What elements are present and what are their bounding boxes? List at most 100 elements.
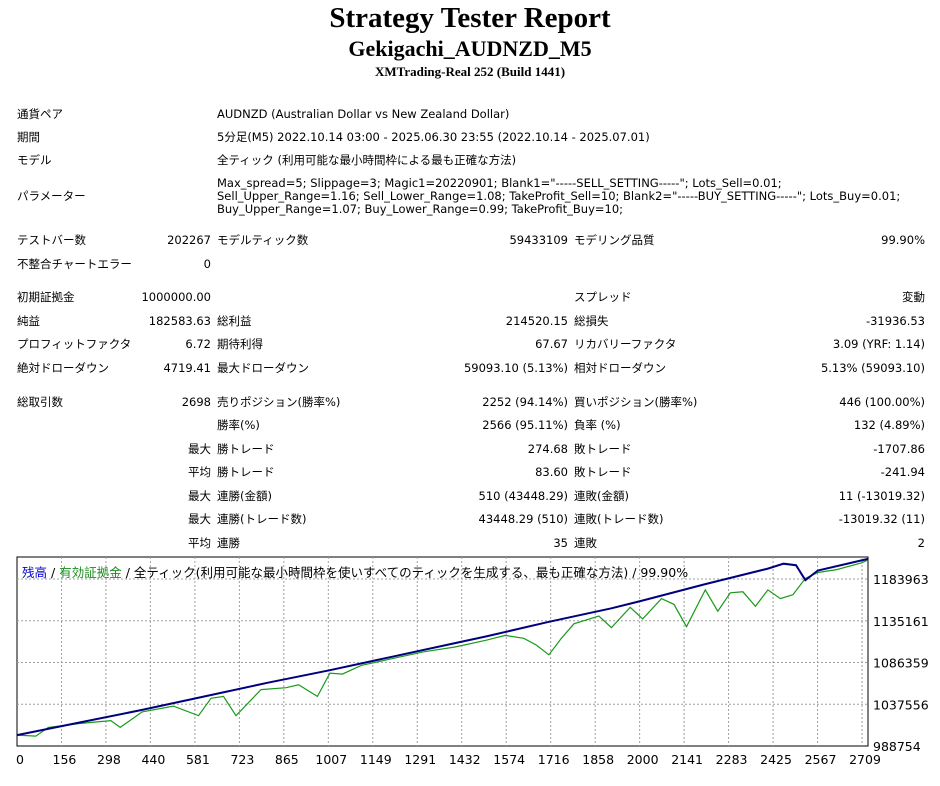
settings-value: AUDNZD (Australian Dollar vs New Zealand… <box>217 107 510 121</box>
equity-line <box>16 559 869 737</box>
profit-factor-label: プロフィットファクタ <box>17 337 132 351</box>
long-positions-value: 446 (100.00%) <box>839 395 925 409</box>
x-tick-label: 2000 <box>627 752 659 767</box>
model-ticks-label: モデルティック数 <box>217 233 309 247</box>
quality-label: モデリング品質 <box>574 233 655 247</box>
x-tick-label: 1007 <box>315 752 347 767</box>
report-title: Strategy Tester Report <box>329 2 611 34</box>
settings-label: パラメーター <box>17 189 86 203</box>
recovery-factor-value: 3.09 (YRF: 1.14) <box>832 337 925 351</box>
max-drawdown-label: 最大ドローダウン <box>217 361 309 375</box>
settings-value: 5分足(M5) 2022.10.14 03:00 - 2025.06.30 23… <box>217 130 650 144</box>
y-tick-label: 1183963 <box>873 572 929 587</box>
win-rate-value: 2566 (95.11%) <box>482 418 568 432</box>
spread-label: スプレッド <box>574 290 632 304</box>
short-positions-label: 売りポジション(勝率%) <box>217 395 341 409</box>
average-label: 平均 <box>188 536 211 550</box>
y-tick-label: 1086359 <box>873 656 929 671</box>
model-ticks-value: 59433109 <box>509 233 568 247</box>
report-build: XMTrading-Real 252 (Build 1441) <box>374 64 566 79</box>
expected-payoff-value: 67.67 <box>535 337 568 351</box>
average-label: 平均 <box>188 465 211 479</box>
mismatch-value: 0 <box>203 257 211 271</box>
avg-loss-value: -241.94 <box>880 465 925 479</box>
max-consec-wins-label: 連勝(金額) <box>217 489 272 503</box>
max-consec-loss-value: -13019.32 (11) <box>838 512 925 526</box>
x-tick-label: 865 <box>275 752 299 767</box>
settings-label: 通貨ペア <box>17 107 63 121</box>
rel-drawdown-value: 5.13% (59093.10) <box>820 361 925 375</box>
x-tick-label: 0 <box>16 752 24 767</box>
plot-frame <box>16 556 869 747</box>
deposit-label: 初期証拠金 <box>17 290 75 304</box>
y-tick-label: 1135161 <box>873 614 929 629</box>
x-tick-label: 2283 <box>716 752 748 767</box>
mismatch-label: 不整合チャートエラー <box>17 257 132 271</box>
x-tick-label: 1574 <box>493 752 525 767</box>
long-positions-label: 買いポジション(勝率%) <box>574 395 698 409</box>
parameters-value: Max_spread=5; Slippage=3; Magic1=2022090… <box>217 176 901 216</box>
max-label: 最大 <box>188 489 211 503</box>
abs-drawdown-value: 4719.41 <box>163 361 211 375</box>
x-tick-label: 440 <box>141 752 165 767</box>
net-profit-label: 純益 <box>17 314 40 328</box>
avg-consec-wins-label: 連勝 <box>217 536 240 550</box>
x-tick-label: 2141 <box>671 752 703 767</box>
test-bars-label: テストバー数 <box>17 233 86 247</box>
abs-drawdown-label: 絶対ドローダウン <box>17 361 109 375</box>
y-tick-label: 988754 <box>873 739 921 754</box>
loss-rate-label: 負率 (%) <box>574 418 621 432</box>
avg-loss-label: 敗トレード <box>574 465 632 479</box>
max-label: 最大 <box>188 512 211 526</box>
y-tick-label: 1037556 <box>873 697 929 712</box>
legend-separator: / <box>51 565 56 580</box>
x-tick-label: 1858 <box>582 752 614 767</box>
legend-equity: 有効証拠金 <box>59 565 122 580</box>
win-rate-label: 勝率(%) <box>217 418 260 432</box>
rel-drawdown-label: 相対ドローダウン <box>574 361 666 375</box>
max-consec-profit-label: 連勝(トレード数) <box>217 512 307 526</box>
x-tick-label: 1716 <box>538 752 570 767</box>
total-trades-label: 総取引数 <box>17 395 63 409</box>
avg-consec-losses-value: 2 <box>917 536 925 550</box>
expected-payoff-label: 期待利得 <box>217 337 263 351</box>
max-consec-losses-value: 11 (-13019.32) <box>838 489 925 503</box>
x-tick-label: 298 <box>97 752 121 767</box>
balance-line <box>16 557 869 737</box>
max-consec-loss-label: 連敗(トレード数) <box>574 512 664 526</box>
max-consec-profit-value: 43448.29 (510) <box>478 512 568 526</box>
quality-value: 99.90% <box>881 233 925 247</box>
largest-loss-value: -1707.86 <box>873 442 925 456</box>
largest-loss-label: 敗トレード <box>574 442 632 456</box>
settings-label: モデル <box>17 153 52 167</box>
short-positions-value: 2252 (94.14%) <box>482 395 568 409</box>
report-subtitle: Gekigachi_AUDNZD_M5 <box>348 36 592 61</box>
gross-profit-value: 214520.15 <box>505 314 568 328</box>
chart-svg: 0 156 298 440 581 723 865 1007 1149 1291 1432 1574 1… <box>16 556 929 767</box>
max-consec-losses-label: 連敗(金額) <box>574 489 629 503</box>
x-tick-label: 156 <box>53 752 77 767</box>
largest-win-label: 勝トレード <box>217 442 275 456</box>
spread-value: 変動 <box>902 290 925 304</box>
x-tick-label: 2425 <box>760 752 792 767</box>
settings-value: 全ティック (利用可能な最小時間枠による最も正確な方法) <box>217 153 517 167</box>
x-tick-label: 2709 <box>849 752 881 767</box>
net-profit-value: 182583.63 <box>148 314 211 328</box>
largest-win-value: 274.68 <box>527 442 568 456</box>
x-tick-label: 581 <box>186 752 210 767</box>
avg-consec-wins-value: 35 <box>553 536 568 550</box>
x-tick-label: 1291 <box>404 752 436 767</box>
legend-balance: 残高 <box>22 565 48 580</box>
loss-rate-value: 132 (4.89%) <box>853 418 925 432</box>
total-trades-value: 2698 <box>181 395 211 409</box>
avg-win-label: 勝トレード <box>217 465 275 479</box>
largest-label: 最大 <box>188 442 211 456</box>
max-consec-wins-value: 510 (43448.29) <box>478 489 568 503</box>
avg-win-value: 83.60 <box>535 465 568 479</box>
x-tick-label: 1149 <box>360 752 392 767</box>
gross-profit-label: 総利益 <box>217 314 252 328</box>
avg-consec-losses-label: 連敗 <box>574 536 597 550</box>
profit-factor-value: 6.72 <box>185 337 211 351</box>
recovery-factor-label: リカバリーファクタ <box>574 337 677 351</box>
settings-label: 期間 <box>17 130 40 144</box>
